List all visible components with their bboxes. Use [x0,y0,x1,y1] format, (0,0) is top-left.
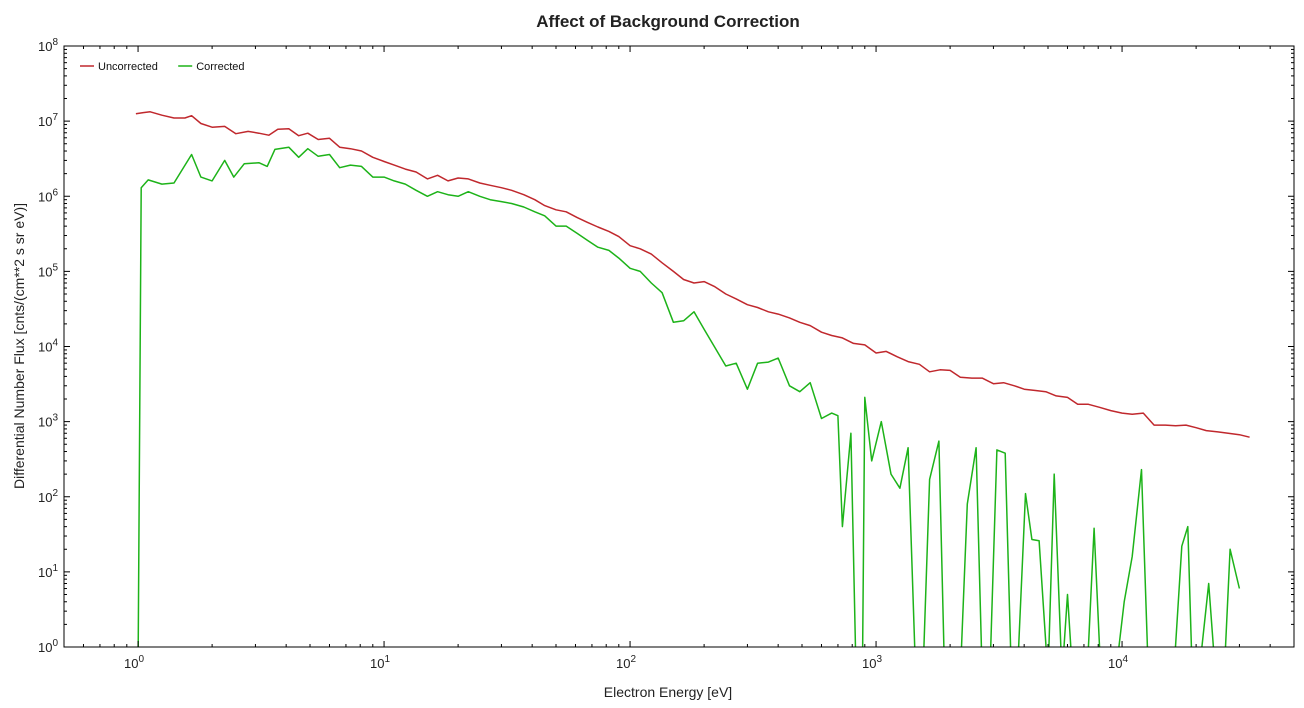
y-tick-label: 102 [38,488,58,505]
x-tick-label: 104 [1108,654,1128,671]
x-tick-label: 101 [370,654,390,671]
legend-item-uncorrected: Uncorrected [80,61,158,73]
ticks-layer: 100 101 102 103 104 100 101 102 103 104 105 106 107 1… [38,37,1295,671]
x-tick-label: 100 [124,654,144,671]
y-tick-label: 100 [38,638,58,655]
chart-title: Affect of Background Correction [536,12,800,31]
series-line-corrected [137,146,1241,647]
legend-label: Corrected [196,61,244,73]
plot-frame [63,45,1295,648]
y-axis-label: Differential Number Flux [cnts/(cm**2 s … [11,203,27,489]
series-layer [135,111,1250,647]
series-line-uncorrected [135,111,1250,438]
y-tick-label: 105 [38,262,58,279]
legend-item-corrected: Corrected [178,61,244,73]
y-tick-label: 107 [38,112,58,129]
y-tick-label: 103 [38,413,58,430]
x-tick-label: 102 [616,654,636,671]
legend: Uncorrected Corrected [80,61,244,73]
x-tick-label: 103 [862,654,882,671]
x-axis-label: Electron Energy [eV] [604,684,732,700]
y-tick-label: 108 [38,37,58,54]
y-tick-label: 104 [38,338,58,355]
y-tick-label: 106 [38,187,58,204]
legend-label: Uncorrected [98,61,158,73]
y-tick-label: 101 [38,563,58,580]
